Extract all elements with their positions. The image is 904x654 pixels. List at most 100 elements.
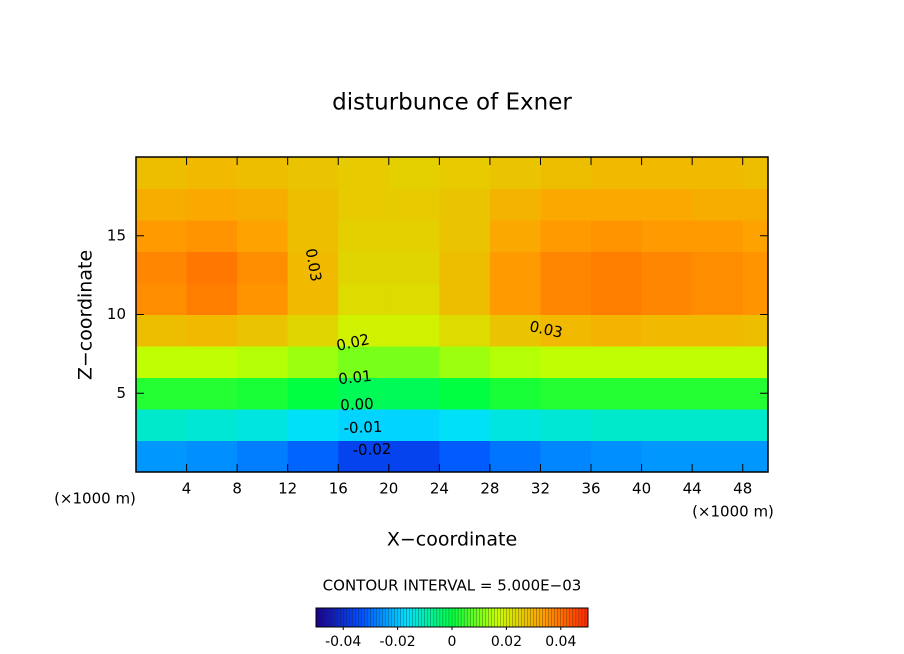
colorbar-swatch: [545, 607, 550, 628]
field-cell: [186, 346, 238, 378]
colorbar-swatch: [418, 607, 423, 628]
field-cell: [388, 251, 440, 284]
colorbar-swatch: [578, 607, 583, 628]
field-cell: [439, 220, 491, 252]
y-tick-label: 15: [107, 226, 126, 244]
field-cell: [338, 346, 390, 378]
colorbar-swatch: [361, 607, 365, 628]
colorbar-swatch: [318, 607, 323, 628]
colorbar-swatch: [337, 607, 341, 628]
colorbar-swatch: [391, 607, 396, 628]
field-cell: [591, 283, 643, 315]
colorbar-swatch: [451, 607, 456, 628]
field-cell: [692, 157, 744, 189]
field-cell: [692, 346, 744, 378]
field-cell: [136, 440, 188, 473]
colorbar: -0.04 -0.02 0 0.02 0.04: [315, 607, 589, 650]
y-axis-label: Z−coordinate: [75, 250, 97, 380]
field-cell: [338, 314, 390, 347]
field-cell: [237, 377, 289, 410]
field-cell: [591, 157, 643, 189]
field-cell: [489, 314, 541, 347]
chart-title: disturbunce of Exner: [332, 90, 572, 116]
colorbar-swatch: [539, 607, 544, 628]
field-cell: [237, 283, 289, 315]
colorbar-swatch: [503, 607, 507, 628]
field-cell: [136, 251, 188, 284]
colorbar-swatch: [542, 607, 547, 628]
field-cell: [591, 377, 643, 410]
contour-interval: CONTOUR INTERVAL = 5.000E−03: [323, 577, 582, 595]
field-cell: [641, 283, 693, 315]
field-cell: [237, 409, 289, 441]
x-tick-label: 28: [480, 480, 499, 498]
field-cell: [237, 346, 289, 378]
colorbar-swatch: [448, 607, 453, 628]
field-cell: [287, 440, 339, 473]
colorbar-swatch: [500, 607, 504, 628]
colorbar-swatch: [367, 607, 371, 628]
colorbar-swatch: [524, 607, 529, 628]
field-cell: [388, 440, 440, 473]
colorbar-swatch: [352, 607, 356, 628]
field-cell: [186, 409, 238, 441]
field-cell: [186, 377, 238, 410]
field-cell: [641, 251, 693, 284]
field-cell: [388, 314, 440, 347]
field-cell: [540, 346, 592, 378]
x-tick-label: 20: [379, 480, 398, 498]
colorbar-swatch: [433, 607, 438, 628]
contour-label: 0.01: [337, 367, 372, 388]
colorbar-swatch: [581, 607, 586, 628]
field-cell: [742, 314, 769, 347]
x-tick-label: 4: [182, 480, 192, 498]
colorbar-swatch: [364, 607, 368, 628]
field-cell: [591, 346, 643, 378]
field-cell: [136, 314, 188, 347]
field-cell: [489, 440, 541, 473]
field-cell: [237, 188, 289, 221]
field-cell: [591, 314, 643, 347]
field-cell: [287, 188, 339, 221]
field-cell: [489, 346, 541, 378]
field-cell: [641, 409, 693, 441]
x-tick-label: 32: [531, 480, 550, 498]
field-cell: [742, 409, 769, 441]
field-cell: [489, 220, 541, 252]
field-cell: [388, 157, 440, 189]
field-cell: [287, 157, 339, 189]
colorbar-swatch: [521, 607, 525, 628]
field-cell: [338, 188, 390, 221]
colorbar-swatch: [548, 607, 553, 628]
field-cell: [388, 409, 440, 441]
field-cell: [338, 157, 390, 189]
colorbar-swatch: [454, 607, 459, 628]
contour-label: -0.02: [352, 440, 391, 459]
field-cell: [287, 409, 339, 441]
colorbar-swatch: [324, 607, 329, 628]
field-cell: [338, 251, 390, 284]
field-cell: [237, 314, 289, 347]
colorbar-swatch: [370, 607, 374, 628]
field-cell: [641, 314, 693, 347]
field-cell: [388, 346, 440, 378]
field-cell: [136, 346, 188, 378]
colorbar-swatch: [491, 607, 495, 628]
field-cell: [692, 188, 744, 221]
field-cell: [439, 283, 491, 315]
field-cell: [591, 409, 643, 441]
colorbar-swatch: [358, 607, 362, 628]
x-tick-label: 40: [632, 480, 651, 498]
field-cell: [237, 440, 289, 473]
field-cell: [742, 440, 769, 473]
colorbar-swatch: [566, 607, 571, 628]
field-cell: [489, 251, 541, 284]
colorbar-swatch: [527, 607, 532, 628]
colorbar-swatch: [572, 607, 577, 628]
field-cell: [287, 251, 339, 284]
colorbar-swatch: [509, 607, 513, 628]
field-cell: [540, 314, 592, 347]
colorbar-swatch: [409, 607, 414, 628]
